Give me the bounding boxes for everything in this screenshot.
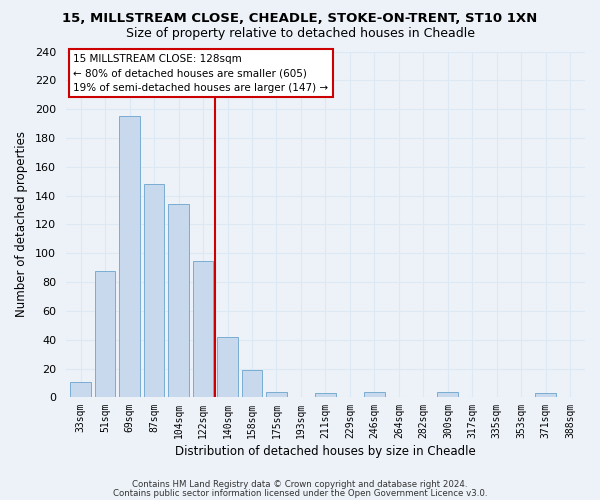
- Text: Contains HM Land Registry data © Crown copyright and database right 2024.: Contains HM Land Registry data © Crown c…: [132, 480, 468, 489]
- Bar: [364, 392, 385, 398]
- Text: 15, MILLSTREAM CLOSE, CHEADLE, STOKE-ON-TRENT, ST10 1XN: 15, MILLSTREAM CLOSE, CHEADLE, STOKE-ON-…: [62, 12, 538, 26]
- Bar: [535, 393, 556, 398]
- Bar: [168, 204, 189, 398]
- Bar: [315, 393, 336, 398]
- Bar: [242, 370, 262, 398]
- X-axis label: Distribution of detached houses by size in Cheadle: Distribution of detached houses by size …: [175, 444, 476, 458]
- Text: Size of property relative to detached houses in Cheadle: Size of property relative to detached ho…: [125, 28, 475, 40]
- Y-axis label: Number of detached properties: Number of detached properties: [15, 132, 28, 318]
- Bar: [266, 392, 287, 398]
- Bar: [217, 337, 238, 398]
- Bar: [95, 270, 115, 398]
- Bar: [193, 260, 214, 398]
- Bar: [70, 382, 91, 398]
- Bar: [143, 184, 164, 398]
- Text: 15 MILLSTREAM CLOSE: 128sqm
← 80% of detached houses are smaller (605)
19% of se: 15 MILLSTREAM CLOSE: 128sqm ← 80% of det…: [73, 54, 328, 94]
- Bar: [119, 116, 140, 398]
- Text: Contains public sector information licensed under the Open Government Licence v3: Contains public sector information licen…: [113, 489, 487, 498]
- Bar: [437, 392, 458, 398]
